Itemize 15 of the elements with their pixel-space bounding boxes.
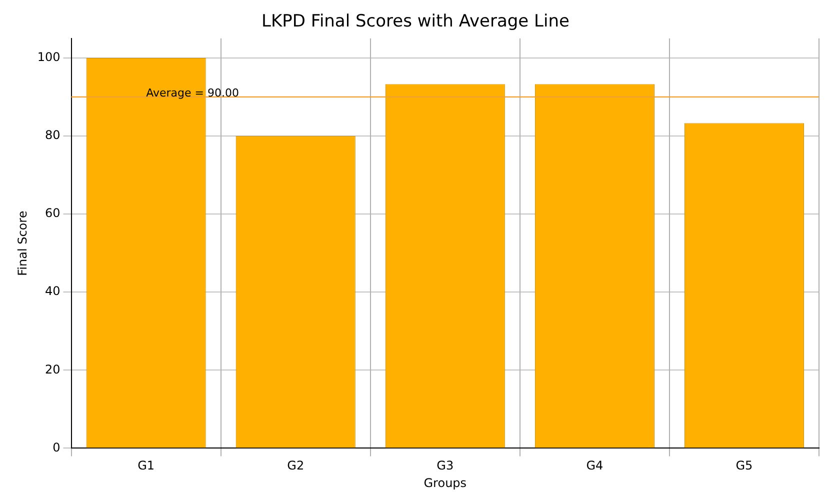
y-tick-label: 60 [45,206,60,220]
x-tick-label: G5 [736,458,753,473]
ref-line-label: Average = 90.00 [146,86,239,100]
x-tick-label: G1 [138,458,155,473]
y-tick-label: 40 [45,284,60,298]
y-tick-label: 0 [52,440,60,454]
x-tick-label: G2 [287,458,304,473]
chart-title: LKPD Final Scores with Average Line [262,12,570,32]
y-axis-title: Final Score [15,210,30,276]
x-axis-title: Groups [424,476,467,490]
x-tick-label: G3 [436,458,454,473]
y-tick-label: 20 [45,362,60,376]
y-tick-label: 80 [45,128,60,142]
y-tick-label: 100 [37,50,60,64]
x-tick-label: G4 [586,458,604,473]
